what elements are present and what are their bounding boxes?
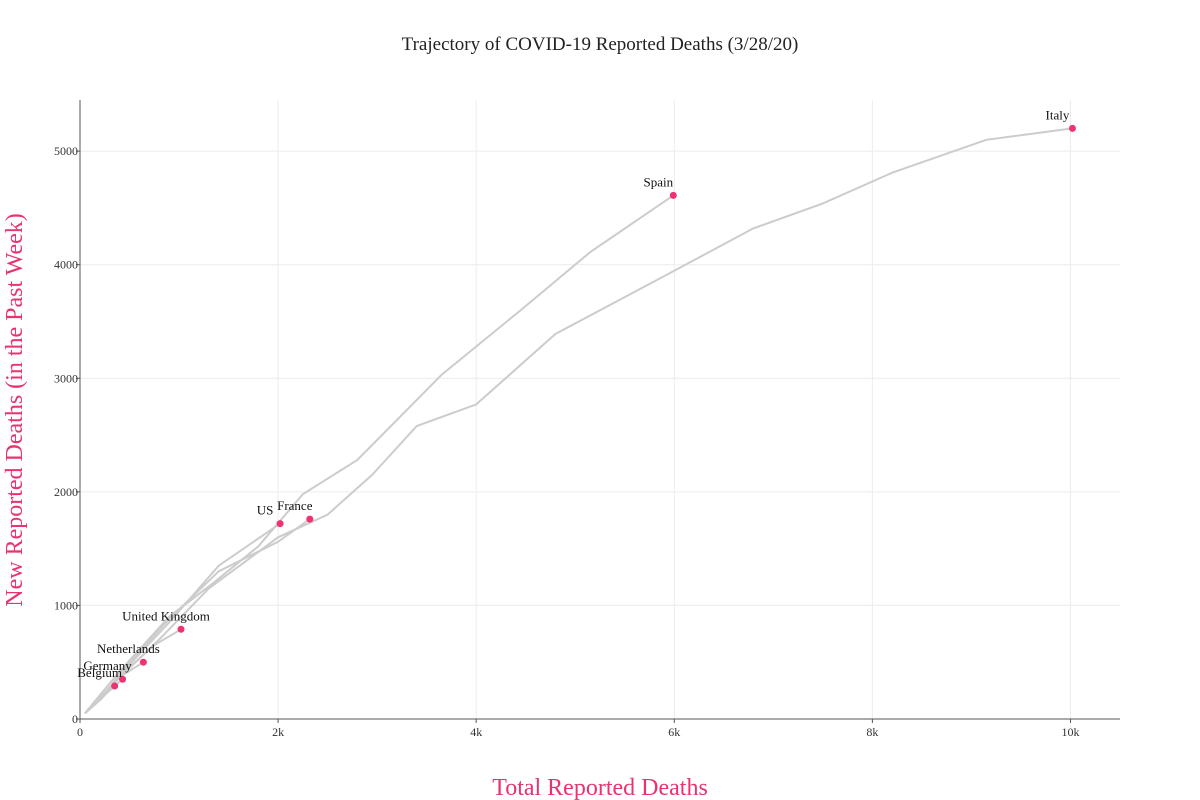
endpoint-belgium [111,682,119,690]
x-tick-label: 10k [1061,725,1079,739]
chart-title: Trajectory of COVID-19 Reported Deaths (… [402,34,799,55]
x-tick-label: 8k [866,725,878,739]
y-tick-label: 5000 [54,144,78,158]
series-line-italy [84,127,1073,714]
annotation-belgium: Belgium [77,665,122,680]
y-tick-label: 4000 [54,258,78,272]
endpoint-netherlands [139,658,147,666]
endpoint-united-kingdom [177,625,185,633]
x-axis-label: Total Reported Deaths [492,775,708,800]
y-axis-label: New Reported Deaths (in the Past Week) [2,213,28,607]
endpoint-spain [669,191,677,199]
grid [80,100,1120,719]
series-endpoints [111,124,1076,690]
annotation-germany: Germany [83,658,132,673]
y-tick-label: 3000 [54,371,78,385]
endpoint-us [276,520,284,528]
x-tick-label: 6k [668,725,680,739]
annotation-netherlands: Netherlands [97,641,160,656]
series-line-belgium [84,685,116,715]
endpoint-germany [119,675,127,683]
x-axis-ticks: 0 2k 4k 6k 8k 10k [77,719,1079,739]
y-tick-label: 0 [72,712,78,726]
series-line-spain [84,194,674,714]
endpoint-france [306,515,314,523]
series-lines [84,127,1073,715]
annotation-united-kingdom: United Kingdom [122,608,210,623]
y-axis-ticks: 0 1000 2000 3000 4000 5000 [54,144,80,726]
annotation-spain: Spain [643,174,673,189]
y-tick-label: 2000 [54,485,78,499]
y-tick-label: 1000 [54,598,78,612]
x-tick-label: 4k [470,725,482,739]
annotation-france: France [277,498,313,513]
annotation-italy: Italy [1046,107,1070,122]
annotation-us: US [257,503,274,518]
x-tick-label: 0 [77,725,83,739]
x-tick-label: 2k [272,725,284,739]
endpoint-italy [1068,124,1076,132]
